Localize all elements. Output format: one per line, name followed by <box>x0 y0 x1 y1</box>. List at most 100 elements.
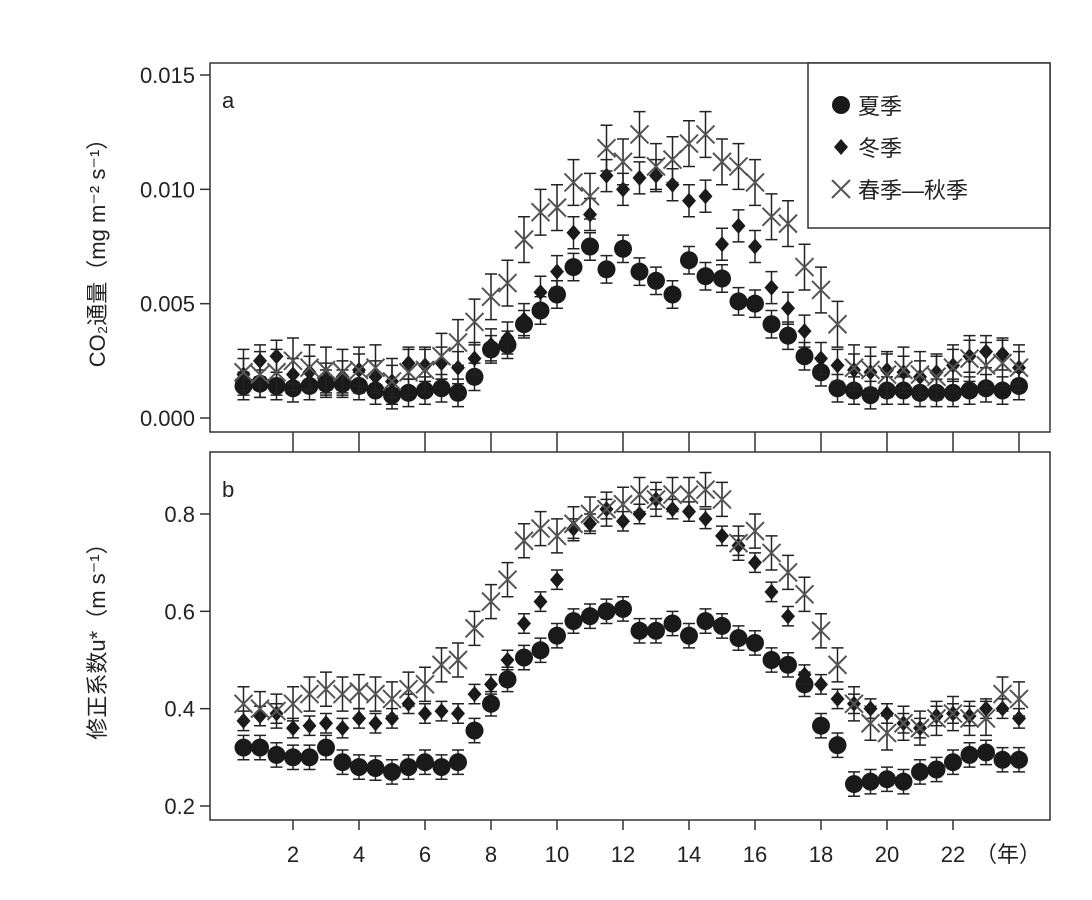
data-point <box>679 133 699 154</box>
data-point <box>467 686 482 703</box>
data-point <box>597 260 616 279</box>
data-point <box>781 608 795 625</box>
data-point <box>464 618 485 639</box>
data-point <box>335 720 350 737</box>
series-x <box>233 471 1029 751</box>
data-point <box>960 745 979 764</box>
data-point <box>448 650 468 670</box>
data-point <box>696 612 715 631</box>
data-point <box>629 484 650 505</box>
y-tick-label: 0.2 <box>164 794 195 819</box>
data-point <box>467 350 482 367</box>
data-point <box>299 684 320 704</box>
data-point <box>514 531 534 551</box>
data-point <box>332 362 353 382</box>
data-point <box>431 655 452 675</box>
data-point <box>284 748 302 767</box>
data-point <box>547 197 567 218</box>
legend-box <box>807 62 1051 229</box>
x-tick-label: 12 <box>611 842 635 867</box>
data-point <box>860 713 881 733</box>
data-point <box>811 280 831 300</box>
data-point <box>861 772 880 791</box>
y-tick-label: 0.8 <box>164 502 195 527</box>
data-point <box>762 651 781 669</box>
data-point <box>497 273 518 293</box>
x-tick-label: 20 <box>875 842 899 867</box>
data-point <box>564 612 583 631</box>
data-point <box>812 716 830 735</box>
data-point <box>316 679 336 699</box>
data-point <box>613 494 633 514</box>
data-point <box>663 614 682 633</box>
data-point <box>911 762 929 781</box>
data-point <box>531 301 550 320</box>
panel-label: b <box>222 477 234 502</box>
data-point <box>728 533 749 553</box>
data-point <box>398 679 419 699</box>
data-point <box>880 705 894 722</box>
data-point <box>665 176 680 193</box>
data-point <box>992 353 1013 373</box>
data-point <box>415 674 435 695</box>
data-point <box>533 593 548 610</box>
data-point <box>530 518 551 539</box>
data-point <box>302 717 317 734</box>
data-point <box>349 681 369 702</box>
data-point <box>319 715 333 732</box>
data-point <box>794 257 815 277</box>
data-point <box>1009 689 1029 709</box>
y-tick-label: 0.6 <box>164 599 195 624</box>
x-tick-label: 8 <box>485 842 497 867</box>
data-point <box>368 715 383 732</box>
data-point <box>581 607 599 626</box>
series-circle <box>234 232 1028 410</box>
data-point <box>500 329 515 346</box>
y-axis-label: 修正系数u*（m s⁻¹） <box>85 532 110 739</box>
x-tick-label: 4 <box>353 842 365 867</box>
data-point <box>317 738 335 757</box>
data-point <box>398 362 419 382</box>
data-point <box>647 621 665 640</box>
data-point <box>662 484 683 505</box>
data-point <box>992 684 1013 704</box>
data-point <box>349 360 369 380</box>
data-point <box>779 326 797 345</box>
data-point <box>630 262 649 281</box>
data-point <box>844 694 864 714</box>
data-point <box>251 738 269 757</box>
data-point <box>613 152 633 172</box>
data-point <box>698 188 713 205</box>
data-point <box>976 708 996 729</box>
data-point <box>728 156 749 177</box>
data-point <box>548 285 566 304</box>
data-point <box>416 753 434 772</box>
data-point <box>515 648 533 667</box>
y-tick-label: 0.000 <box>140 406 195 431</box>
data-point <box>581 237 599 256</box>
y-tick-label: 0.4 <box>164 697 195 722</box>
data-point <box>960 381 979 400</box>
data-point <box>629 124 650 145</box>
data-point <box>844 357 864 378</box>
data-point <box>531 641 550 660</box>
data-point <box>682 192 696 209</box>
data-point <box>762 315 781 334</box>
data-point <box>597 602 616 621</box>
data-point <box>830 690 845 707</box>
data-point <box>944 753 962 772</box>
data-point <box>517 311 531 328</box>
data-point <box>382 371 402 392</box>
data-point <box>233 362 254 382</box>
data-point <box>927 760 946 779</box>
panel-a: a 0.000 0.005 0.010 0.015 CO₂通量（mg m⁻² s⁻¹） <box>85 62 1051 452</box>
data-point <box>1012 710 1026 727</box>
data-point <box>746 633 764 652</box>
data-point <box>778 213 798 234</box>
data-point <box>797 323 812 340</box>
data-point <box>715 236 729 253</box>
data-point <box>926 708 947 729</box>
data-point <box>365 357 386 378</box>
data-point <box>564 258 583 277</box>
